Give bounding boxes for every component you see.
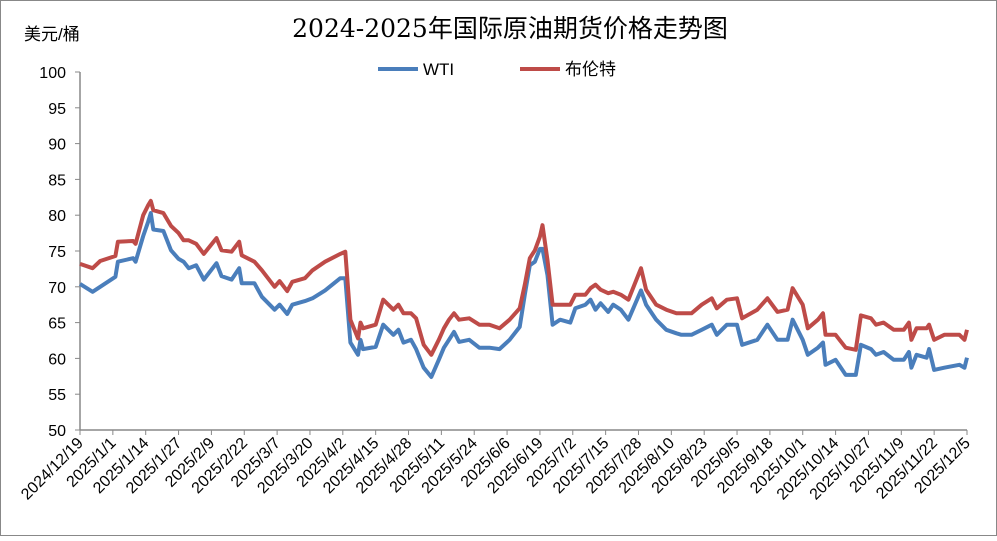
y-tick-label: 55 [48, 387, 66, 404]
y-tick-label: 90 [48, 137, 66, 154]
y-axis-unit-label: 美元/桶 [24, 25, 80, 44]
chart-title: 2024-2025年国际原油期货价格走势图 [292, 14, 728, 43]
y-tick-label: 80 [48, 208, 66, 225]
y-tick-label: 95 [48, 101, 66, 118]
y-tick-label: 65 [48, 316, 66, 333]
legend: WTI 布伦特 [378, 60, 616, 79]
y-tick-label: 50 [48, 423, 66, 440]
y-tick-label: 100 [39, 65, 66, 82]
series-line-brent [79, 198, 969, 357]
y-tick-label: 60 [48, 351, 66, 368]
legend-label-wti: WTI [423, 60, 454, 79]
y-tick-label: 70 [48, 280, 66, 297]
y-tick-label: 85 [48, 172, 66, 189]
y-tick-label: 75 [48, 244, 66, 261]
legend-label-brent: 布伦特 [565, 60, 616, 79]
